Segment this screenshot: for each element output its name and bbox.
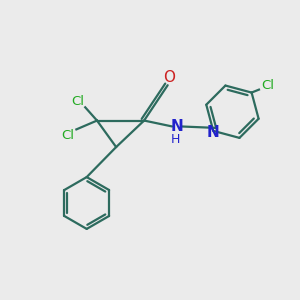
Text: Cl: Cl — [261, 79, 274, 92]
Text: Cl: Cl — [61, 129, 74, 142]
Text: Cl: Cl — [71, 95, 84, 108]
Text: O: O — [163, 70, 175, 86]
Text: N: N — [170, 119, 183, 134]
Text: H: H — [170, 133, 180, 146]
Text: N: N — [206, 125, 219, 140]
